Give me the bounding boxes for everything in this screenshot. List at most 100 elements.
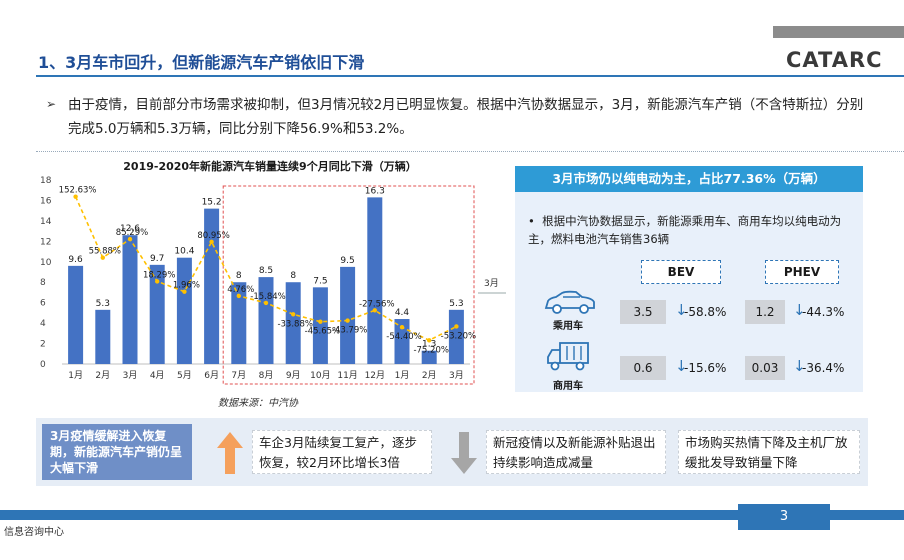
- y-tick-label: 8: [40, 278, 46, 288]
- x-tick-label: 1月: [395, 370, 410, 381]
- x-tick-label: 2月: [95, 370, 110, 381]
- arrow-down-icon: [451, 432, 477, 474]
- page-title: 1、3月车市回升，但新能源汽车产销依旧下滑: [38, 53, 365, 72]
- y-tick-label: 16: [40, 196, 52, 206]
- bev-passenger-change: -58.8%: [684, 305, 727, 319]
- x-tick-label: 3月: [449, 370, 464, 381]
- bar: [68, 265, 84, 364]
- growth-point: [372, 308, 377, 313]
- bar-value-label: 7.5: [313, 276, 327, 286]
- page-number: 3: [738, 504, 830, 530]
- growth-point: [427, 338, 432, 343]
- bar: [231, 282, 247, 364]
- growth-label: -15.84%: [250, 292, 285, 302]
- car-icon: [544, 290, 595, 314]
- top-accent-bar: [773, 26, 904, 38]
- growth-point: [182, 289, 187, 294]
- arrow-down-icon: ↓: [793, 357, 806, 375]
- footer-bar: [0, 510, 904, 520]
- growth-point: [236, 293, 241, 299]
- bar: [149, 264, 165, 364]
- bar-value-label: 1.3: [422, 340, 436, 350]
- growth-label: -53.20%: [441, 331, 476, 341]
- panel-header: 3月市场仍以纯电动为主，占比77.36%（万辆）: [515, 166, 863, 192]
- bar-value-label: 4.4: [395, 308, 410, 318]
- bev-passenger-value: 3.5: [620, 300, 666, 324]
- growth-point: [318, 319, 323, 324]
- growth-label: 18.29%: [143, 270, 175, 280]
- phev-passenger-value: 1.2: [745, 300, 785, 324]
- y-tick-label: 12: [40, 237, 51, 247]
- chart-title: 2019-2020年新能源汽车销量连续9个月同比下滑（万辆）: [123, 159, 416, 173]
- bar-value-label: 16.3: [365, 186, 385, 196]
- growth-label: -33.88%: [277, 319, 312, 329]
- bar-value-label: 8: [236, 271, 242, 281]
- conclusion-lead: 3月疫情缓解进入恢复期，新能源汽车产销仍呈大幅下滑: [42, 424, 192, 480]
- growth-label: -43.79%: [332, 326, 367, 336]
- y-tick-label: 4: [40, 319, 46, 329]
- x-tick-label: 6月: [204, 370, 219, 381]
- bar-value-label: 12.6: [120, 224, 140, 234]
- bar: [312, 287, 328, 364]
- x-tick-label: 5月: [177, 370, 192, 381]
- x-tick-label: 4月: [150, 370, 165, 381]
- growth-label: 80.95%: [197, 231, 229, 241]
- growth-point: [399, 325, 405, 330]
- growth-label: 55.88%: [89, 247, 121, 257]
- y-tick-label: 6: [40, 299, 46, 309]
- decline-reason-box-2: 市场购买热情下降及主机厂放缓批发导致销量下降: [678, 430, 860, 474]
- growth-label: 1.96%: [173, 281, 200, 291]
- highlight-box: [222, 185, 475, 385]
- growth-point: [291, 312, 296, 317]
- column-phev: PHEV: [765, 260, 839, 284]
- bar: [421, 350, 437, 364]
- x-tick-label: 1月: [68, 370, 83, 381]
- bar: [448, 309, 464, 364]
- bar-value-label: 10.4: [174, 247, 194, 257]
- bar-value-label: 15.2: [202, 198, 222, 208]
- bar: [285, 282, 301, 364]
- bar: [394, 319, 410, 364]
- bar: [176, 257, 192, 364]
- x-tick-label: 7月: [231, 370, 246, 381]
- y-tick-label: 14: [40, 217, 52, 227]
- sales-chart: 2019-2020年新能源汽车销量连续9个月同比下滑（万辆） 0 2 4 6 8 10 12 1…: [40, 159, 506, 385]
- phev-commercial-value: 0.03: [745, 356, 785, 380]
- y-tick-label: 10: [40, 258, 52, 268]
- bar: [367, 197, 383, 364]
- growth-label: 85.29%: [116, 228, 148, 238]
- growth-point: [209, 239, 214, 245]
- column-bev: BEV: [641, 260, 721, 284]
- title-divider: [36, 75, 904, 77]
- growth-point: [100, 255, 106, 260]
- footer-org: 信息咨询中心: [4, 527, 64, 538]
- growth-point: [73, 194, 78, 199]
- x-tick-label: 3月: [123, 370, 138, 381]
- growth-point: [155, 279, 160, 284]
- bar: [204, 208, 220, 364]
- y-tick-label: 2: [40, 340, 46, 350]
- arrow-down-icon: ↓: [675, 301, 688, 319]
- decline-reason-box-1: 新冠疫情以及新能源补贴退出持续影响造成减量: [486, 430, 666, 474]
- arrow-down-icon: ↓: [675, 357, 688, 375]
- row-label-passenger: 乘用车: [553, 321, 583, 332]
- bar-value-label: 5.3: [96, 299, 110, 309]
- bar-value-label: 8.5: [259, 266, 273, 276]
- x-tick-label: 12月: [365, 370, 385, 381]
- bar-value-label: 9.7: [150, 254, 164, 264]
- bar: [122, 235, 138, 364]
- x-tick-label: 2月: [422, 370, 437, 381]
- arrow-right-icon: ➢: [46, 97, 57, 111]
- growth-point: [454, 324, 459, 329]
- phev-passenger-change: -44.3%: [802, 305, 845, 319]
- panel-bullet: • 根据中汽协数据显示，新能源乘用车、商用车均以纯电动为主，燃料电池汽车销售36…: [528, 214, 842, 246]
- bev-commercial-change: -15.6%: [684, 361, 727, 375]
- growth-label: -45.65%: [305, 327, 340, 337]
- extension-label: 3月: [484, 278, 499, 289]
- bar-value-label: 5.3: [449, 299, 463, 309]
- growth-label: 152.63%: [59, 186, 97, 196]
- panel-bullet-text: 根据中汽协数据显示，新能源乘用车、商用车均以纯电动为主，燃料电池汽车销售36辆: [528, 214, 842, 246]
- bar: [340, 266, 356, 364]
- y-tick-label: 0: [40, 360, 46, 370]
- x-tick-label: 8月: [259, 370, 274, 381]
